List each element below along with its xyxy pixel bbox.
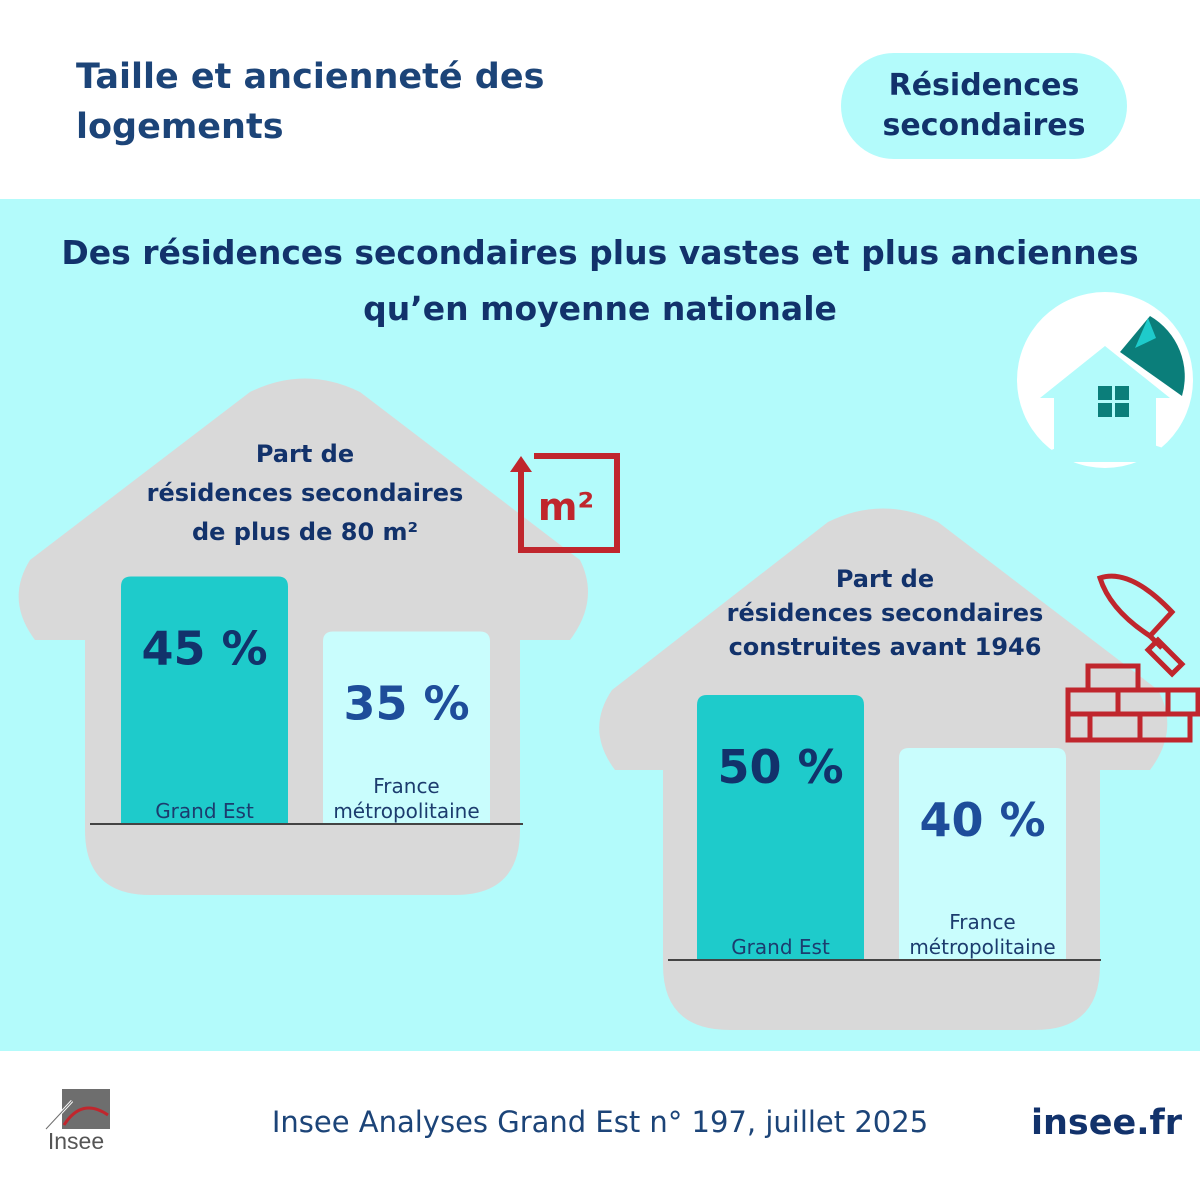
- chart-title-line: Part de: [836, 565, 934, 593]
- category-label: Grand Est: [731, 935, 830, 959]
- insee-link[interactable]: insee.fr: [1031, 1103, 1183, 1143]
- square-meter-label: m²: [538, 485, 594, 529]
- category-label: France: [373, 774, 440, 798]
- category-label: Grand Est: [155, 799, 254, 823]
- house-icon: [1017, 292, 1200, 468]
- data-label: 45 %: [141, 622, 267, 676]
- source-citation: Insee Analyses Grand Est n° 197, juillet…: [271, 1105, 929, 1139]
- insee-logo-icon: [44, 1089, 110, 1131]
- chart-title: Part de résidences secondaires de plus de …: [147, 440, 464, 546]
- insee-logo-text: Insee: [47, 1128, 105, 1154]
- chart-title-line: résidences secondaires: [147, 479, 464, 507]
- bar: [697, 695, 864, 960]
- topic-badge: Résidences secondaires: [841, 53, 1127, 159]
- category-label: France: [949, 910, 1016, 934]
- data-label: 40 %: [919, 793, 1045, 847]
- page-title: Taille et ancienneté des logements: [76, 57, 545, 147]
- trowel-bricks-icon: [1065, 573, 1200, 743]
- chart-title-line: de plus de 80 m²: [192, 518, 418, 546]
- category-label: métropolitaine: [909, 935, 1055, 959]
- data-label: 35 %: [343, 677, 469, 731]
- bar: [121, 576, 288, 824]
- square-meter-icon: m²: [510, 453, 620, 553]
- bar: [899, 748, 1066, 960]
- bar: [323, 631, 490, 824]
- headline: Des résidences secondaires plus vastes e…: [61, 233, 1139, 328]
- chart-title-line: Part de: [256, 440, 354, 468]
- chart-title-line: résidences secondaires: [727, 599, 1044, 627]
- category-label: métropolitaine: [333, 799, 479, 823]
- chart-title-line: construites avant 1946: [729, 633, 1042, 661]
- data-label: 50 %: [717, 740, 843, 794]
- chart-title: Part de résidences secondaires construites…: [727, 565, 1044, 661]
